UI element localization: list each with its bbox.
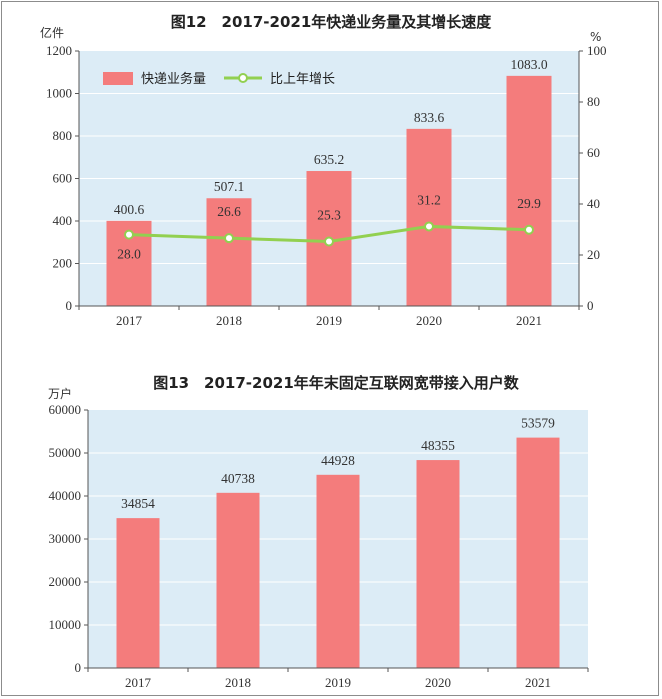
chart1-title: 图12 2017-2021年快递业务量及其增长速度 [171, 13, 493, 31]
chart1-right-tick-label: 20 [587, 247, 600, 262]
chart2-left-tick-label: 20000 [49, 574, 82, 589]
chart2-bar-value-label: 40738 [221, 471, 255, 486]
chart1-left-tick-label: 600 [53, 171, 73, 186]
chart1-right-tick-label: 80 [587, 94, 600, 109]
chart1-left-tick-label: 200 [53, 256, 73, 271]
chart2-left-unit: 万户 [48, 386, 72, 401]
chart1-bar-value-label: 507.1 [214, 179, 244, 194]
chart2-left-tick-label: 60000 [49, 402, 82, 417]
chart2-left-tick-label: 10000 [49, 617, 82, 632]
chart1-growth-point [324, 236, 334, 247]
chart1-legend: 快递业务量 比上年增长 [103, 71, 335, 87]
chart2-x-tick-label: 2019 [325, 675, 351, 690]
chart1-growth-point [124, 229, 134, 240]
chart1-left-unit: 亿件 [40, 25, 64, 40]
legend-bar-label: 快递业务量 [141, 71, 206, 87]
chart1-bar [406, 128, 452, 306]
chart2-x-tick-label: 2017 [125, 675, 152, 690]
chart1-right-tick-label: 40 [587, 196, 600, 211]
chart1-left-tick-label: 800 [53, 128, 73, 143]
chart2-bar-value-label: 48355 [421, 438, 455, 453]
chart2-left-tick-label: 40000 [49, 488, 82, 503]
chart1-left-tick-label: 1000 [46, 86, 72, 101]
chart1-line-value-label: 28.0 [117, 247, 141, 262]
chart2-bar [516, 437, 560, 668]
chart1-left-tick-label: 1200 [46, 43, 72, 58]
chart1-growth-point [524, 224, 534, 235]
chart2-left-tick-label: 30000 [49, 531, 82, 546]
chart1-line-value-label: 25.3 [317, 207, 341, 222]
chart1-left-tick-label: 400 [53, 213, 73, 228]
chart1-right-tick-label: 0 [587, 298, 594, 313]
chart1-line-value-label: 31.2 [417, 192, 441, 207]
chart2-bar [316, 474, 360, 668]
chart1-growth-point [424, 221, 434, 232]
chart2-left-tick-label: 50000 [49, 445, 82, 460]
legend-line-label: 比上年增长 [270, 72, 335, 87]
chart2-bar [416, 460, 460, 668]
chart1-bar-value-label: 833.6 [414, 110, 445, 125]
chart1-left-tick-label: 0 [66, 298, 73, 313]
chart1-x-tick-label: 2020 [416, 313, 442, 328]
legend-line-marker [238, 73, 248, 83]
chart1-bar-value-label: 1083.0 [510, 57, 547, 72]
chart2-bar [116, 518, 160, 668]
chart1-x-tick-label: 2019 [316, 313, 342, 328]
chart1-right-tick-label: 60 [587, 145, 600, 160]
chart2-bar [216, 492, 260, 668]
chart-express-delivery: 图12 2017-2021年快递业务量及其增长速度 亿件 % 400.6 507.… [40, 13, 607, 328]
chart2-title: 图13 2017-2021年年末固定互联网宽带接入用户数 [153, 374, 520, 392]
chart2-left-tick-label: 0 [75, 660, 82, 675]
legend-bar-swatch [103, 72, 133, 85]
chart1-line-value-label: 29.9 [517, 196, 541, 211]
chart1-line-value-label: 26.6 [217, 204, 241, 219]
chart2-x-tick-label: 2020 [425, 675, 451, 690]
chart2-x-tick-label: 2018 [225, 675, 251, 690]
chart2-bar-value-label: 53579 [521, 416, 555, 431]
chart1-x-tick-label: 2018 [216, 313, 242, 328]
chart1-bar-value-label: 635.2 [314, 152, 344, 167]
chart1-growth-point [224, 233, 234, 244]
chart1-x-tick-label: 2017 [116, 313, 143, 328]
chart2-bar-value-label: 44928 [321, 453, 355, 468]
chart1-bar [506, 75, 552, 306]
chart2-x-tick-label: 2021 [525, 675, 551, 690]
chart1-right-tick-label: 100 [587, 43, 607, 58]
chart2-bar-value-label: 34854 [121, 496, 155, 511]
chart1-x-tick-label: 2021 [516, 313, 542, 328]
chart-broadband-users: 图13 2017-2021年年末固定互联网宽带接入用户数 万户 34854 407… [48, 374, 589, 690]
chart1-right-unit: % [590, 30, 601, 44]
chart1-bar-value-label: 400.6 [114, 202, 145, 217]
chart1-bar [206, 198, 252, 306]
